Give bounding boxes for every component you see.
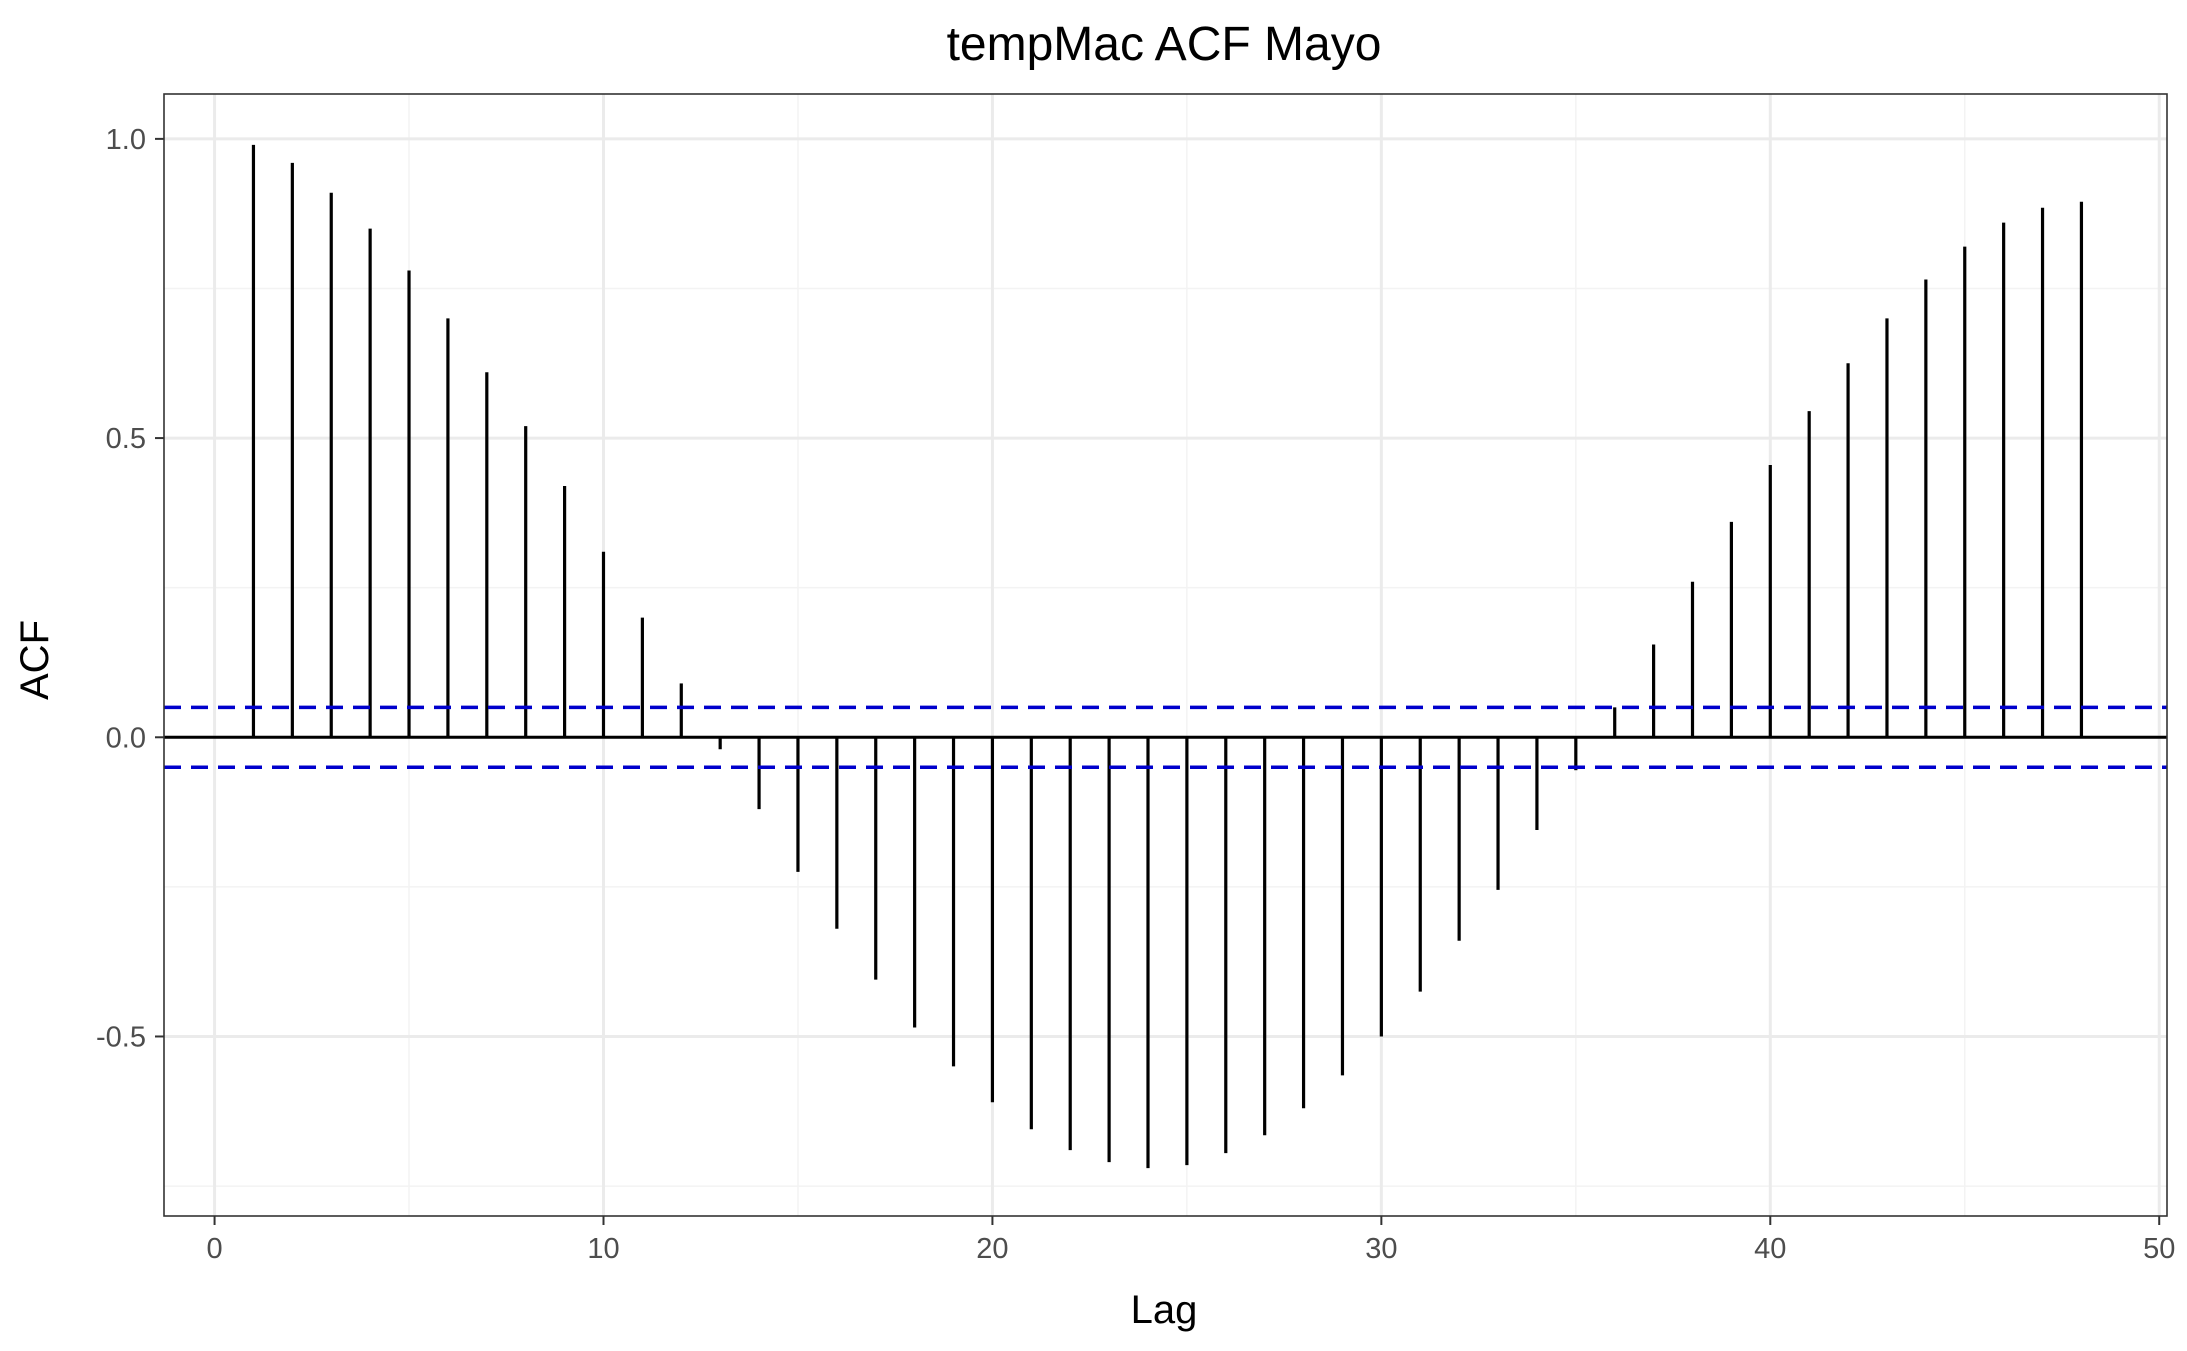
x-tick-label: 50 bbox=[2143, 1233, 2175, 1265]
x-axis-ticks: 0 10 20 30 40 50 bbox=[206, 1216, 2175, 1265]
panel-border bbox=[163, 93, 2168, 1217]
x-axis-title: Lag bbox=[1131, 1288, 1198, 1332]
y-tick-label: 1.0 bbox=[106, 124, 146, 156]
x-tick-label: 0 bbox=[206, 1233, 222, 1265]
y-axis-title: ACF bbox=[13, 620, 57, 700]
x-tick-label: 30 bbox=[1365, 1233, 1397, 1265]
y-tick-label: 0.0 bbox=[106, 722, 146, 754]
y-tick-label: 0.5 bbox=[106, 423, 146, 455]
x-tick-label: 40 bbox=[1754, 1233, 1786, 1265]
chart-title: tempMac ACF Mayo bbox=[947, 18, 1382, 71]
y-axis-ticks: -0.5 0.0 0.5 1.0 bbox=[96, 124, 164, 1053]
confidence-bounds bbox=[164, 705, 2167, 769]
x-tick-label: 20 bbox=[976, 1233, 1008, 1265]
y-tick-label: -0.5 bbox=[96, 1021, 146, 1053]
acf-bars bbox=[251, 144, 2084, 1169]
x-tick-label: 10 bbox=[587, 1233, 619, 1265]
